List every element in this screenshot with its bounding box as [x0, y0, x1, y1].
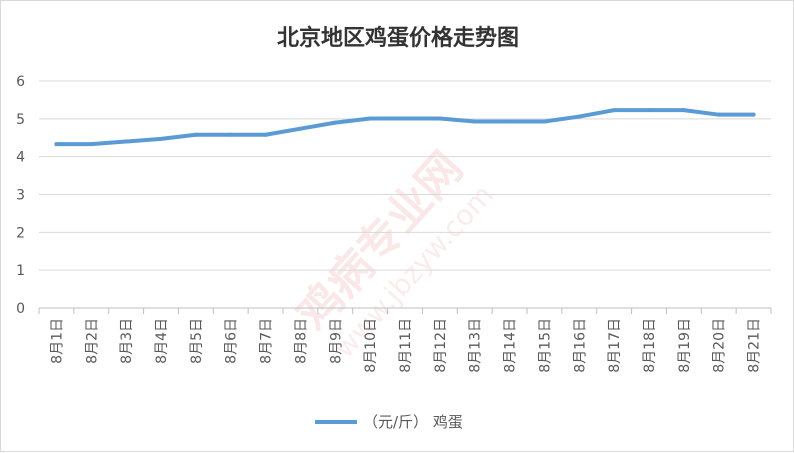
x-axis: 8月1日 8月2日 8月3日 8月4日 8月5日 8月6日 8月7日 8月8日 8月9日 8月10… — [38, 308, 772, 373]
data-point — [647, 108, 651, 113]
x-tick-label: 8月17日 — [607, 318, 623, 373]
data-point — [542, 119, 547, 124]
x-tick-label: 8月15日 — [537, 318, 553, 373]
x-tick-label: 8月9日 — [328, 318, 344, 364]
y-tick-label: 6 — [16, 74, 25, 90]
data-point — [437, 116, 442, 121]
x-tick-label: 8月13日 — [468, 318, 484, 373]
data-point — [54, 142, 59, 147]
x-tick-label: 8月14日 — [503, 318, 519, 373]
x-tick-label: 8月16日 — [572, 318, 588, 373]
data-point — [403, 116, 407, 121]
x-tick-label: 8月11日 — [398, 318, 414, 373]
data-point — [333, 120, 338, 125]
data-point — [228, 132, 233, 137]
x-tick-label: 8月21日 — [747, 318, 763, 373]
data-point — [89, 142, 94, 147]
x-tick-label: 8月7日 — [259, 318, 275, 364]
data-point — [751, 112, 756, 117]
data-point — [716, 112, 721, 117]
data-point — [298, 126, 303, 131]
x-tick-label: 8月12日 — [433, 318, 449, 373]
data-point — [472, 119, 477, 124]
x-tick-label: 8月8日 — [293, 318, 309, 364]
data-point — [368, 116, 373, 121]
data-point — [612, 108, 617, 113]
x-tick-label: 8月1日 — [49, 318, 65, 364]
legend-label: （元/斤） 鸡蛋 — [363, 413, 463, 431]
data-point — [681, 108, 686, 113]
x-tick-label: 8月5日 — [189, 318, 205, 364]
data-point — [507, 119, 512, 124]
y-tick-label: 0 — [16, 301, 25, 317]
gridlines — [39, 80, 771, 309]
x-tick-label: 8月2日 — [84, 318, 100, 364]
x-tick-label: 8月10日 — [363, 318, 379, 373]
y-tick-label: 2 — [16, 225, 25, 241]
chart-title: 北京地区鸡蛋价格走势图 — [277, 25, 519, 51]
x-tick-label: 8月20日 — [712, 318, 728, 373]
x-tick-label: 8月4日 — [154, 318, 170, 364]
x-tick-label: 8月19日 — [677, 318, 693, 373]
data-point — [577, 114, 582, 119]
x-tick-label: 8月18日 — [642, 318, 658, 373]
series-layer — [54, 108, 756, 147]
x-tick-label: 8月6日 — [224, 318, 240, 364]
data-point — [193, 132, 198, 137]
y-tick-label: 3 — [16, 188, 25, 204]
y-tick-label: 5 — [16, 112, 25, 128]
data-point — [263, 132, 268, 137]
legend: （元/斤） 鸡蛋 — [315, 413, 463, 431]
y-axis: 0 1 2 3 4 5 6 — [16, 74, 25, 317]
y-tick-label: 4 — [16, 150, 25, 166]
data-point — [124, 139, 129, 144]
x-tick-label: 8月3日 — [119, 318, 135, 364]
y-tick-label: 1 — [16, 263, 25, 279]
data-point — [159, 136, 163, 141]
